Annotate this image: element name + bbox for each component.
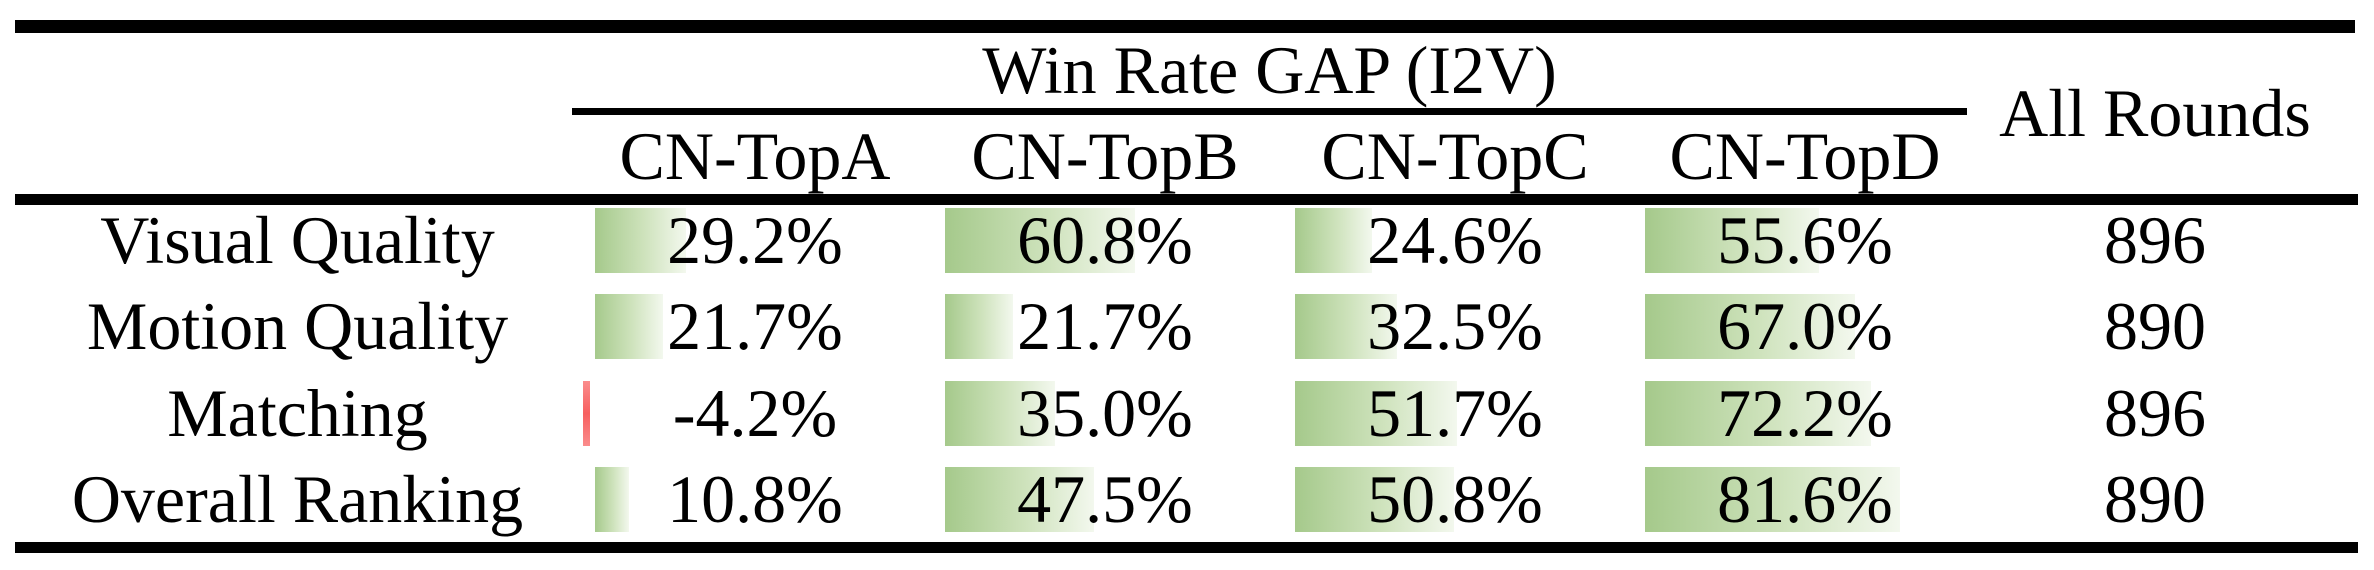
- cell-value: 21.7%: [1017, 288, 1193, 364]
- data-bar: [1295, 208, 1372, 273]
- data-bar: [945, 381, 1055, 446]
- group-header: Win Rate GAP (I2V): [982, 32, 1557, 108]
- cell-value: 67.0%: [1717, 288, 1893, 364]
- all-rounds-header: All Rounds: [1999, 75, 2311, 151]
- data-cell: 81.6%: [1630, 461, 1980, 537]
- cell-value: 32.5%: [1367, 288, 1543, 364]
- data-cell: 24.6%: [1280, 202, 1630, 278]
- data-cell: 55.6%: [1630, 202, 1980, 278]
- cell-value: 47.5%: [1017, 461, 1193, 537]
- table-row: Visual Quality 29.2% 60.8% 24.6% 55.6% 8…: [0, 202, 2374, 278]
- data-cell: 21.7%: [930, 288, 1280, 364]
- data-bar: [1295, 381, 1457, 446]
- table-row: Matching -4.2% 35.0% 51.7% 72.2% 896: [0, 375, 2374, 451]
- table-row: Motion Quality 21.7% 21.7% 32.5% 67.0% 8…: [0, 288, 2374, 364]
- column-header-cn-topa: CN-TopA: [619, 118, 891, 194]
- row-label: Matching: [167, 375, 428, 451]
- data-cell: 29.2%: [580, 202, 930, 278]
- group-header-rule: [572, 108, 1967, 115]
- cell-value: 24.6%: [1367, 202, 1543, 278]
- data-cell: 47.5%: [930, 461, 1280, 537]
- all-rounds-value: 896: [2104, 202, 2206, 278]
- row-label: Overall Ranking: [71, 461, 524, 537]
- header-body-rule: [15, 194, 2358, 205]
- data-cell: 35.0%: [930, 375, 1280, 451]
- cell-value: 29.2%: [667, 202, 843, 278]
- data-bar: [1645, 381, 1871, 446]
- cell-value: 35.0%: [1017, 375, 1193, 451]
- bottom-rule: [15, 542, 2358, 553]
- data-bar: [945, 208, 1136, 273]
- top-rule: [15, 20, 2355, 33]
- cell-value: 51.7%: [1367, 375, 1543, 451]
- data-bar: [1645, 208, 1820, 273]
- all-rounds-value: 890: [2104, 461, 2206, 537]
- table-row: Overall Ranking 10.8% 47.5% 50.8% 81.6% …: [0, 461, 2374, 537]
- data-bar: [1295, 467, 1454, 532]
- all-rounds-value: 896: [2104, 375, 2206, 451]
- all-rounds-value: 890: [2104, 288, 2206, 364]
- row-label: Visual Quality: [100, 202, 495, 278]
- data-bar: [1645, 294, 1855, 359]
- data-cell: 60.8%: [930, 202, 1280, 278]
- data-cell: 67.0%: [1630, 288, 1980, 364]
- data-bar: [583, 381, 590, 446]
- cell-value: 72.2%: [1717, 375, 1893, 451]
- cell-value: 50.8%: [1367, 461, 1543, 537]
- data-cell: 51.7%: [1280, 375, 1630, 451]
- cell-value: 81.6%: [1717, 461, 1893, 537]
- data-cell: 50.8%: [1280, 461, 1630, 537]
- column-header-cn-topc: CN-TopC: [1321, 118, 1589, 194]
- cell-value: 60.8%: [1017, 202, 1193, 278]
- cell-value: 10.8%: [667, 461, 843, 537]
- column-header-cn-topd: CN-TopD: [1669, 118, 1941, 194]
- row-label: Motion Quality: [86, 288, 509, 364]
- data-cell: 10.8%: [580, 461, 930, 537]
- data-bar: [1645, 467, 1901, 532]
- data-cell: 72.2%: [1630, 375, 1980, 451]
- data-bar: [595, 208, 687, 273]
- cell-value: 55.6%: [1717, 202, 1893, 278]
- data-bar: [945, 467, 1094, 532]
- column-header-cn-topb: CN-TopB: [971, 118, 1239, 194]
- data-cell: 32.5%: [1280, 288, 1630, 364]
- data-bar: [595, 294, 663, 359]
- data-cell: -4.2%: [580, 375, 930, 451]
- data-bar: [595, 467, 629, 532]
- cell-value: -4.2%: [672, 375, 838, 451]
- data-bar: [945, 294, 1013, 359]
- data-bar: [1295, 294, 1397, 359]
- cell-value: 21.7%: [667, 288, 843, 364]
- data-cell: 21.7%: [580, 288, 930, 364]
